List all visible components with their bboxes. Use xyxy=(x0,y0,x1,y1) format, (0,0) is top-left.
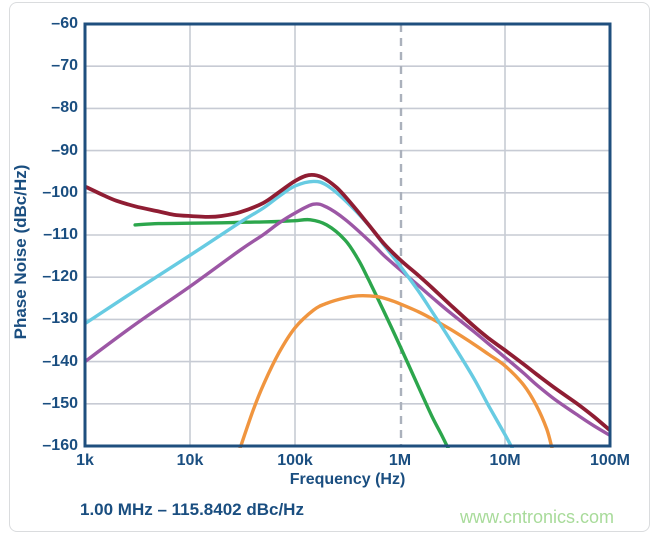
y-axis-title: Phase Noise (dBc/Hz) xyxy=(11,164,30,340)
x-tick-label-100M: 100M xyxy=(589,452,631,469)
y-tick-label-–150: –150 xyxy=(42,394,78,412)
y-tick-label-–140: –140 xyxy=(42,352,78,370)
y-tick-label-–110: –110 xyxy=(43,226,78,243)
watermark-text: www.cntronics.com xyxy=(459,507,614,527)
series-dark-red-total xyxy=(85,172,610,433)
series-green xyxy=(133,217,450,448)
y-tick-label-–160: –160 xyxy=(42,437,78,454)
y-tick-label-–130: –130 xyxy=(42,310,78,328)
y-tick-label-–60: –60 xyxy=(51,15,78,32)
x-tick-label-100k: 100k xyxy=(277,452,313,469)
x-tick-label-10M: 10M xyxy=(489,452,521,469)
y-tick-label-–70: –70 xyxy=(51,57,78,75)
y-tick-label-–100: –100 xyxy=(42,183,78,201)
y-tick-label-–120: –120 xyxy=(42,268,78,286)
y-tick-label-–80: –80 xyxy=(51,99,78,117)
x-tick-label-10k: 10k xyxy=(176,452,204,469)
series-purple xyxy=(85,202,610,438)
x-tick-label-1k: 1k xyxy=(76,452,94,469)
marker-annotation: 1.00 MHz – 115.8402 dBc/Hz xyxy=(80,500,304,519)
x-axis-title: Frequency (Hz) xyxy=(289,471,406,488)
x-tick-label-1M: 1M xyxy=(388,452,412,469)
y-tick-label-–90: –90 xyxy=(51,141,78,159)
series-orange xyxy=(238,294,554,448)
plot-frame xyxy=(83,22,612,448)
